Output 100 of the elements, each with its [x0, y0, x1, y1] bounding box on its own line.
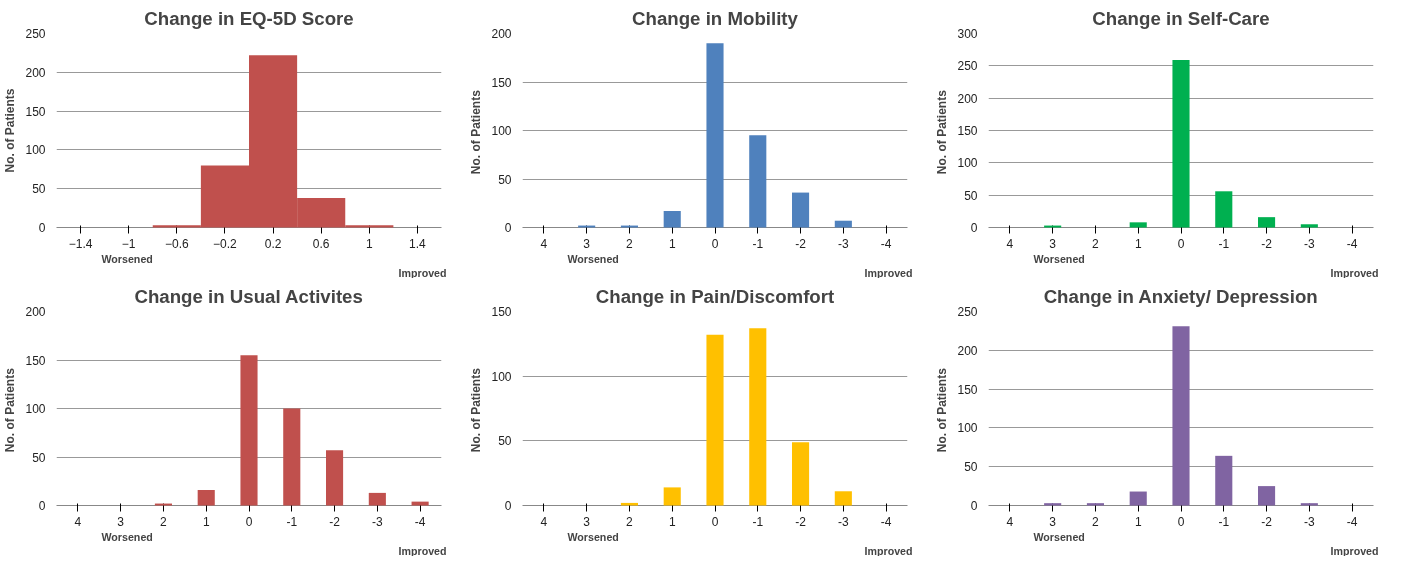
- y-tick-label: 150: [25, 353, 46, 368]
- x-tick-label: -4: [880, 514, 892, 529]
- y-tick-label: 100: [957, 421, 978, 436]
- x-tick-label: -3: [1304, 236, 1315, 251]
- x-tick-label: 1: [202, 514, 210, 529]
- x-tick-label: -3: [1304, 514, 1315, 529]
- x-tick-label: -2: [329, 514, 341, 529]
- x-tick-label: 4: [540, 514, 548, 529]
- y-tick-label: 100: [491, 124, 512, 138]
- x-tick-label: 1: [1134, 514, 1142, 529]
- text: Improved: [864, 544, 913, 557]
- y-tick-label: 200: [957, 343, 978, 358]
- y-tick-label: 100: [491, 369, 512, 384]
- y-axis-title: No. of Patients: [469, 367, 484, 453]
- x-tick-label: -3: [838, 236, 849, 251]
- y-tick-label: 150: [957, 124, 978, 138]
- y-tick-label: 150: [491, 305, 512, 319]
- text: Improved: [864, 266, 913, 279]
- x-tick-label: 3: [1049, 514, 1057, 529]
- x-tick-label: 0.2: [264, 236, 282, 251]
- y-tick-label: 50: [498, 172, 512, 187]
- text: Worsened: [567, 530, 619, 543]
- y-tick-label: 250: [957, 59, 978, 74]
- x-tick-label: 0: [1177, 514, 1185, 529]
- y-tick-label: 0: [970, 221, 978, 235]
- text: Worsened: [567, 252, 619, 265]
- y-tick-label: 200: [957, 91, 978, 106]
- x-tick-label: -4: [880, 236, 892, 251]
- x-tick-label: -4: [1346, 236, 1358, 251]
- x-tick-label: −0.6: [164, 236, 189, 251]
- x-tick-label: 0: [711, 236, 719, 251]
- y-tick-label: 0: [504, 499, 512, 513]
- y-tick-label: 200: [25, 65, 46, 80]
- x-tick-label: 1: [668, 514, 676, 529]
- y-axis-title: No. of Patients: [3, 88, 18, 173]
- x-tick-label: 3: [117, 514, 125, 529]
- y-tick-label: 150: [25, 104, 46, 119]
- x-tick-label: 0: [711, 514, 719, 529]
- y-tick-label: 0: [504, 221, 512, 235]
- x-tick-label: 1: [1134, 236, 1142, 251]
- text: Improved: [1330, 266, 1379, 279]
- x-tick-label: -1: [1218, 514, 1230, 529]
- y-tick-label: 0: [38, 499, 46, 513]
- text: Improved: [398, 544, 447, 557]
- y-tick-label: 50: [964, 188, 978, 203]
- x-tick-label: 0.6: [312, 236, 330, 251]
- x-tick-label: -3: [372, 514, 383, 529]
- x-tick-label: -1: [286, 514, 298, 529]
- x-tick-label: −0.2: [213, 236, 238, 251]
- chart-title: Change in Pain/Discomfort: [595, 285, 835, 307]
- x-tick-label: -1: [1218, 236, 1230, 251]
- y-axis-title: No. of Patients: [469, 89, 484, 175]
- y-tick-label: 0: [970, 499, 978, 513]
- y-axis-title: No. of Patients: [935, 367, 950, 453]
- y-tick-label: 50: [32, 450, 46, 465]
- text: Improved: [1330, 544, 1379, 557]
- text: Worsened: [1033, 530, 1085, 543]
- x-tick-label: -1: [752, 514, 764, 529]
- x-tick-label: -4: [1346, 514, 1358, 529]
- y-tick-label: 150: [957, 382, 978, 397]
- x-tick-label: 2: [1092, 236, 1100, 251]
- x-tick-label: 3: [1049, 236, 1057, 251]
- y-tick-label: 250: [957, 305, 978, 319]
- x-tick-label: 0: [245, 514, 253, 529]
- x-tick-label: 1.4: [409, 236, 427, 251]
- y-axis-title: No. of Patients: [935, 89, 950, 175]
- y-tick-label: 0: [38, 221, 46, 235]
- x-tick-label: -3: [838, 514, 849, 529]
- x-tick-label: 4: [540, 236, 548, 251]
- x-tick-label: -1: [752, 236, 764, 251]
- x-tick-label: -4: [414, 514, 426, 529]
- chart-title: Change in Usual Activites: [134, 285, 363, 307]
- y-tick-label: 100: [25, 143, 46, 158]
- x-tick-label: −1: [121, 236, 136, 251]
- chart-title: Change in Mobility: [632, 7, 799, 29]
- x-tick-label: 4: [1006, 514, 1014, 529]
- x-tick-label: 3: [583, 236, 591, 251]
- x-tick-label: -2: [795, 236, 807, 251]
- text: Improved: [398, 266, 447, 279]
- chart-title: Change in EQ-5D Score: [144, 7, 354, 29]
- x-tick-label: −1.4: [68, 236, 93, 251]
- x-tick-label: -2: [1261, 236, 1273, 251]
- x-tick-label: 2: [626, 236, 634, 251]
- x-tick-label: 3: [583, 514, 591, 529]
- x-tick-label: 1: [365, 236, 373, 251]
- x-tick-label: 2: [626, 514, 634, 529]
- y-tick-label: 100: [957, 156, 978, 171]
- y-tick-label: 200: [491, 27, 512, 41]
- y-tick-label: 250: [25, 27, 46, 41]
- y-axis-title: No. of Patients: [3, 367, 18, 453]
- chart-title: Change in Anxiety/ Depression: [1043, 285, 1318, 307]
- x-tick-label: 0: [1177, 236, 1185, 251]
- y-tick-label: 50: [964, 460, 978, 475]
- text: Worsened: [101, 530, 153, 543]
- text: Worsened: [101, 252, 153, 265]
- x-tick-label: 2: [160, 514, 168, 529]
- y-tick-label: 150: [491, 75, 512, 90]
- x-tick-label: 2: [1092, 514, 1100, 529]
- text: Worsened: [1033, 252, 1085, 265]
- chart-title: Change in Self-Care: [1092, 7, 1270, 29]
